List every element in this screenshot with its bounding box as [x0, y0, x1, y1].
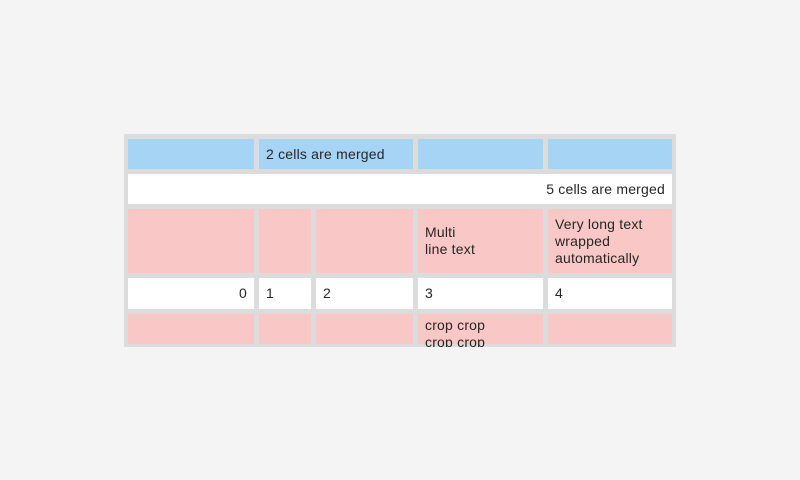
- table-cell-pink-empty-3[interactable]: [316, 209, 413, 273]
- table-cell-number-0[interactable]: 0: [128, 278, 254, 309]
- table-cell-pink-empty-7[interactable]: [548, 314, 672, 344]
- table-cell-merged-5[interactable]: 5 cells are merged: [128, 174, 672, 204]
- table-cell-pink-empty-6[interactable]: [316, 314, 413, 344]
- table-cell-pink-empty-1[interactable]: [128, 209, 254, 273]
- table-cell-blue-empty-1[interactable]: [128, 139, 254, 169]
- table-cell-blue-empty-2[interactable]: [418, 139, 543, 169]
- table-cell-blue-empty-3[interactable]: [548, 139, 672, 169]
- table-cell-number-4[interactable]: 4: [548, 278, 672, 309]
- table-cell-pink-empty-4[interactable]: [128, 314, 254, 344]
- table-cell-crop[interactable]: crop crop crop crop: [418, 314, 543, 347]
- table-cell-number-2[interactable]: 2: [316, 278, 413, 309]
- table-cell-pink-empty-5[interactable]: [259, 314, 311, 344]
- table-cell-number-1[interactable]: 1: [259, 278, 311, 309]
- table-cell-autowrap[interactable]: Very long text wrapped automatically: [548, 209, 672, 273]
- table-cell-merged-2[interactable]: 2 cells are merged: [259, 139, 413, 169]
- merged-cells-table: 2 cells are merged 5 cells are merged Mu…: [124, 134, 676, 347]
- table-cell-multiline[interactable]: Multi line text: [418, 209, 543, 273]
- table-cell-number-3[interactable]: 3: [418, 278, 543, 309]
- table-cell-pink-empty-2[interactable]: [259, 209, 311, 273]
